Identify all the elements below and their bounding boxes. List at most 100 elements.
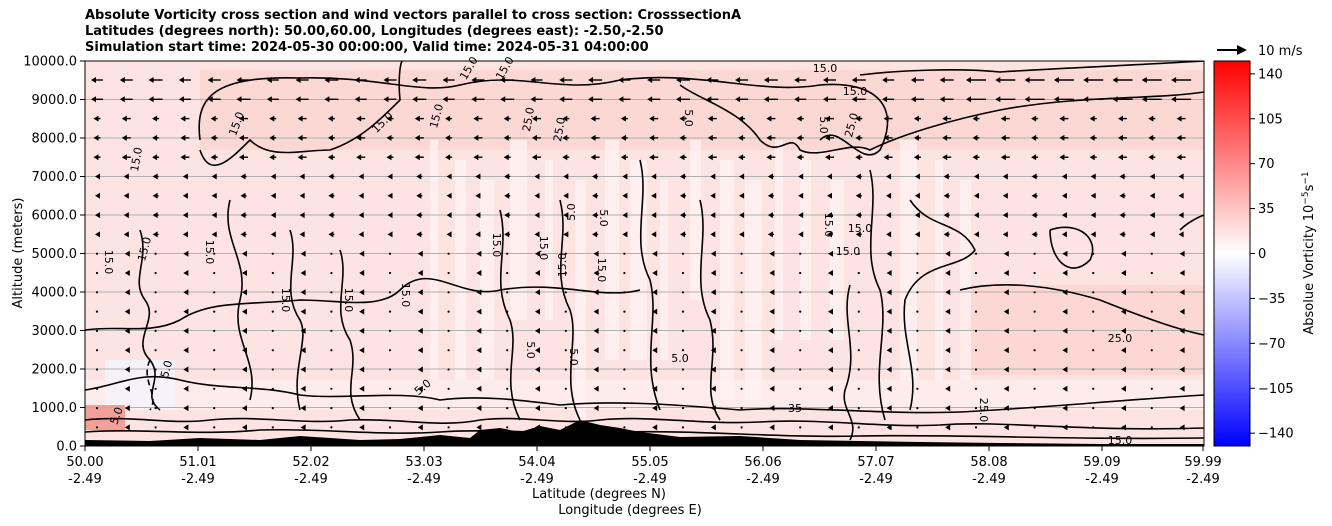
- wind-vector-head: [182, 173, 188, 180]
- wind-vectors: [91, 77, 1192, 431]
- contour-label: 15.0: [128, 146, 145, 172]
- wind-vector-head: [1090, 231, 1096, 238]
- wind-vector-dot: [1150, 271, 1153, 275]
- wind-vector-head: [416, 231, 422, 238]
- wind-vector-head: [886, 270, 892, 276]
- wind-vector-head: [1149, 231, 1155, 238]
- wind-vector-head: [534, 212, 540, 219]
- wind-vector-dot: [916, 310, 919, 313]
- vorticity-streak: [480, 180, 494, 380]
- wind-vector-head: [796, 154, 802, 161]
- wind-vector-head: [652, 270, 658, 276]
- x-tick-label-lat: 51.01: [179, 455, 216, 470]
- contour-label: 5.0: [567, 348, 580, 366]
- wind-vector-head: [387, 231, 393, 238]
- wind-vector-head: [828, 385, 833, 392]
- quiver-key-label: 10 m/s: [1258, 44, 1303, 59]
- wind-vector-head: [1002, 173, 1008, 180]
- wind-vector-dot: [1092, 310, 1095, 313]
- wind-vector-head: [1061, 212, 1067, 219]
- wind-vector-head: [794, 96, 800, 103]
- wind-vector-head: [1179, 385, 1185, 392]
- wind-vector-dot: [213, 329, 216, 332]
- vorticity-streak: [690, 140, 701, 300]
- wind-vector-dot: [623, 271, 626, 275]
- wind-vector-dot: [974, 291, 978, 294]
- contour-col-b: [289, 229, 304, 411]
- wind-vector-head: [299, 173, 305, 180]
- wind-vector-head: [1031, 231, 1037, 238]
- wind-vector-head: [211, 192, 217, 199]
- wind-vector-head: [95, 173, 100, 180]
- wind-vector-head: [359, 327, 365, 334]
- wind-vector-head: [563, 231, 569, 238]
- wind-vector-head: [766, 134, 772, 141]
- wind-vector-head: [1148, 154, 1154, 161]
- wind-vector-dot: [95, 426, 99, 429]
- wind-vector-dot: [95, 368, 99, 371]
- contour-col-k: [1049, 226, 1094, 269]
- wind-vector-head: [1003, 385, 1009, 392]
- wind-vector-head: [242, 250, 247, 257]
- wind-vector-head: [710, 173, 716, 180]
- wind-vector-head: [1061, 192, 1067, 199]
- contour-label: 5.0: [565, 203, 578, 221]
- wind-vector-head: [914, 173, 920, 180]
- wind-vector-head: [359, 347, 365, 354]
- wind-vector-dot: [916, 291, 919, 294]
- wind-vector-head: [1178, 173, 1184, 180]
- vorticity-streak: [720, 160, 734, 400]
- wind-vector-head: [1149, 192, 1155, 199]
- wind-vector-head: [359, 250, 365, 257]
- wind-vector-head: [769, 385, 775, 392]
- field-white-patch: [105, 360, 175, 410]
- contour-mid-right: [959, 284, 1204, 336]
- contour-bottom-dense-2: [85, 428, 1204, 440]
- wind-vector-dot: [330, 271, 333, 275]
- wind-vector-head: [300, 385, 306, 392]
- wind-vector-dot: [213, 291, 216, 294]
- wind-vector-dot: [857, 310, 860, 313]
- wind-vector-head: [1062, 405, 1068, 412]
- wind-vector-dot: [623, 291, 626, 294]
- wind-vector-head: [1121, 424, 1126, 431]
- wind-vector-head: [1062, 347, 1068, 354]
- contour-upper-right: [859, 61, 1204, 76]
- contour-col-i: [869, 169, 886, 421]
- wind-vector-dot: [1092, 291, 1095, 294]
- wind-vector-head: [995, 77, 1001, 83]
- wind-vector-head: [649, 115, 655, 122]
- wind-vector-head: [359, 405, 365, 412]
- wind-vector-head: [972, 154, 978, 161]
- wind-vector-head: [354, 96, 360, 103]
- wind-vector-head: [359, 424, 365, 431]
- contour-5-low: [85, 375, 1204, 414]
- wind-vector-dot: [1092, 329, 1095, 332]
- wind-vector-dot: [271, 310, 274, 313]
- contour-label: 15.0: [537, 236, 550, 261]
- wind-vector-head: [124, 289, 130, 296]
- wind-vector-head: [183, 405, 189, 412]
- wind-vector-dot: [154, 329, 157, 332]
- wind-vector-head: [300, 405, 306, 412]
- wind-vector-head: [974, 231, 979, 238]
- wind-vector-head: [945, 347, 951, 354]
- wind-vector-head: [710, 327, 716, 334]
- wind-vector-dot: [388, 368, 392, 371]
- wind-vector-head: [476, 405, 482, 412]
- wind-vector-head: [738, 134, 744, 141]
- x-tick-label-lon: -2.49: [1085, 472, 1119, 487]
- wind-vector-head: [763, 96, 769, 103]
- wind-vector-head: [1062, 308, 1068, 315]
- wind-vector-dot: [681, 368, 685, 371]
- wind-vector-head: [91, 96, 96, 103]
- wind-vector-head: [769, 405, 775, 412]
- wind-vector-dot: [916, 252, 919, 255]
- wind-vector-head: [180, 134, 186, 141]
- wind-vector-head: [966, 96, 971, 103]
- contour-label: 15.0: [848, 222, 873, 235]
- wind-vector-head: [183, 347, 189, 354]
- vorticity-streak: [935, 160, 943, 380]
- wind-vector-head: [359, 308, 365, 315]
